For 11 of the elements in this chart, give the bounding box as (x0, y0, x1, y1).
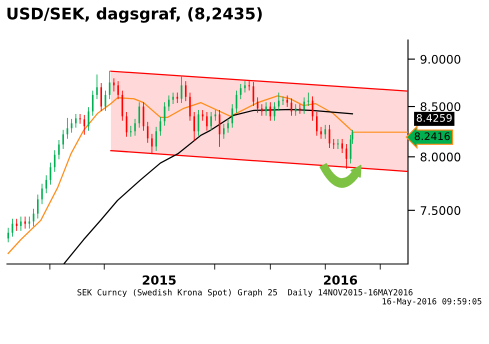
text: SEK Curncy (Swedish Krona Spot) Graph 25 Daily 14NOV2015-16MAY2016 (78, 288, 413, 298)
x-tick-label: 2016 (324, 275, 358, 285)
y-tick-label: 8.5000 (420, 102, 460, 112)
y-tick-label: 9.0000 (420, 54, 460, 64)
text: 8.4259 (416, 114, 452, 122)
chart-title: USD/SEK, dagsgraf, (8,2435) (7, 7, 262, 23)
x-tick-label: 2015 (142, 275, 176, 285)
ref-line-label: 8.2416 (414, 132, 450, 140)
y-tick-label: 8.0000 (420, 152, 460, 162)
y-tick-label: 7.5000 (420, 206, 460, 215)
text: 16-May-2016 09:59:05 (382, 298, 482, 306)
